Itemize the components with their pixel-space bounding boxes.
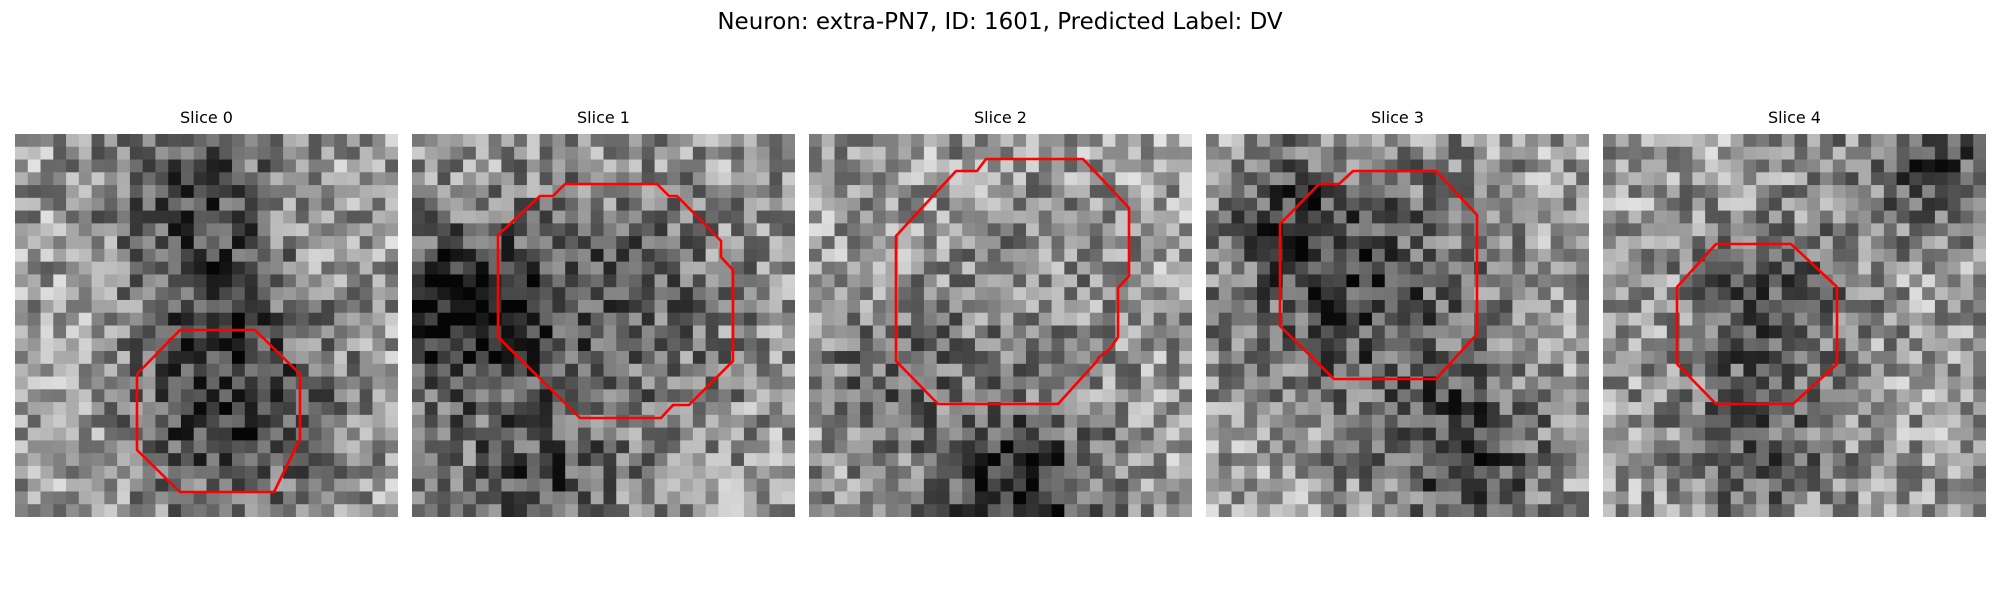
slice-title: Slice 2 (974, 108, 1027, 127)
pixel-grid (1603, 134, 1986, 517)
slice-panel: Slice 3 (1206, 107, 1589, 517)
roi-contour (894, 157, 1131, 406)
pixel-grid (15, 134, 398, 517)
roi-contour (1278, 169, 1479, 381)
roi-contour (135, 328, 302, 494)
figure-title: Neuron: extra-PN7, ID: 1601, Predicted L… (717, 9, 1283, 35)
slice-title: Slice 1 (577, 108, 630, 127)
slice-panel: Slice 2 (809, 107, 1192, 517)
slice-title: Slice 4 (1768, 108, 1821, 127)
microscopy-slice-image (809, 134, 1192, 517)
slice-panel: Slice 1 (412, 107, 795, 517)
slice-title: Slice 0 (180, 108, 233, 127)
microscopy-slice-image (15, 134, 398, 517)
microscopy-slice-image (412, 134, 795, 517)
roi-contour (1675, 242, 1839, 406)
pixel-grid (412, 134, 795, 517)
microscopy-slice-image (1206, 134, 1589, 517)
slice-panel: Slice 0 (15, 107, 398, 517)
pixel-grid (1206, 134, 1589, 517)
slice-panel: Slice 4 (1603, 107, 1986, 517)
roi-contour (496, 182, 735, 420)
microscopy-slice-image (1603, 134, 1986, 517)
slice-title: Slice 3 (1371, 108, 1424, 127)
pixel-grid (809, 134, 1192, 517)
